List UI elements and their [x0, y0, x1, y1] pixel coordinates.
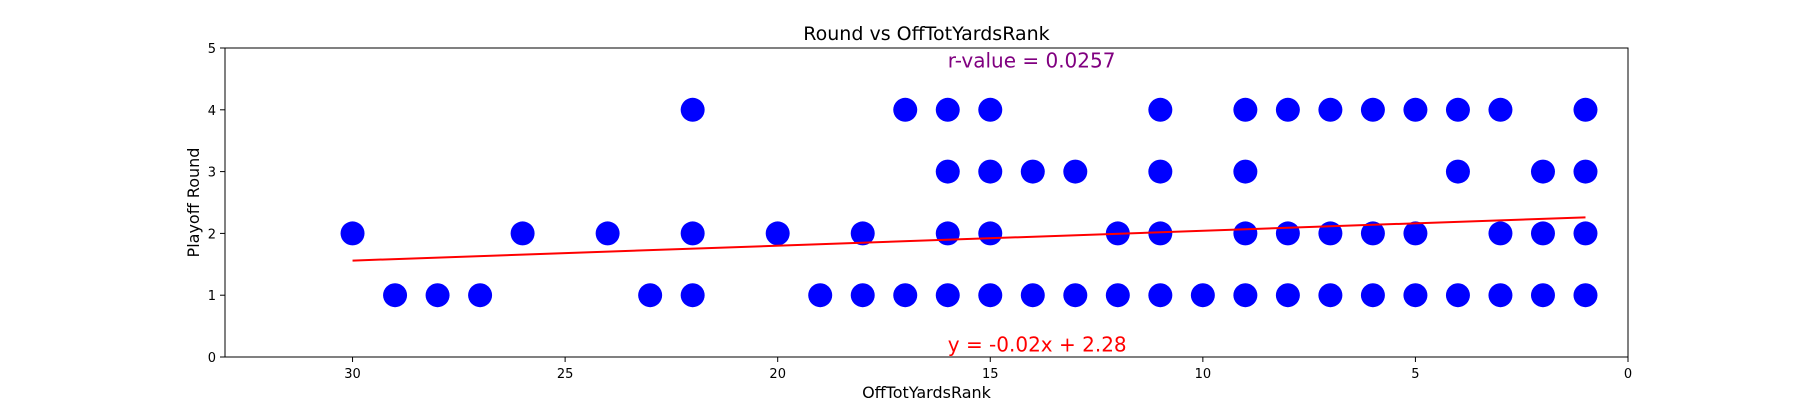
data-point: [935, 283, 960, 308]
data-point: [1573, 97, 1598, 122]
x-tick-label: 5: [1411, 367, 1419, 382]
data-point: [1148, 283, 1173, 308]
regression-equation-annotation: y = -0.02x + 2.28: [948, 333, 1127, 357]
data-point: [935, 97, 960, 122]
data-point: [1233, 159, 1258, 184]
data-point: [1445, 159, 1470, 184]
data-point: [1488, 221, 1513, 246]
data-point: [850, 283, 875, 308]
data-point: [1148, 159, 1173, 184]
y-tick-label: 3: [208, 166, 216, 181]
data-point: [1488, 97, 1513, 122]
data-point: [978, 97, 1003, 122]
data-point: [1020, 283, 1045, 308]
data-point: [978, 159, 1003, 184]
data-point: [1530, 159, 1555, 184]
y-axis-label: Playoff Round: [184, 148, 203, 258]
x-tick-label: 10: [1195, 367, 1212, 382]
data-point: [1148, 221, 1173, 246]
data-point: [425, 283, 450, 308]
data-point: [1063, 159, 1088, 184]
data-point: [850, 221, 875, 246]
r-value-annotation: r-value = 0.0257: [948, 48, 1116, 72]
data-point: [978, 221, 1003, 246]
plot-frame: [224, 47, 1629, 358]
data-point: [1403, 283, 1428, 308]
scatter-points: [340, 97, 1598, 308]
y-axis-ticks: 0 1 2 3 4 5: [208, 42, 225, 366]
data-point: [1275, 97, 1300, 122]
x-tick-label: 15: [982, 367, 999, 382]
y-tick-label: 0: [208, 351, 216, 366]
data-point: [468, 283, 493, 308]
data-point: [1360, 221, 1385, 246]
data-point: [638, 283, 663, 308]
data-point: [893, 283, 918, 308]
data-point: [1360, 283, 1385, 308]
x-tick-label: 25: [557, 367, 574, 382]
data-point: [935, 159, 960, 184]
data-point: [935, 221, 960, 246]
data-point: [1360, 97, 1385, 122]
data-point: [1233, 221, 1258, 246]
data-point: [1318, 283, 1343, 308]
data-point: [680, 283, 705, 308]
data-point: [1318, 97, 1343, 122]
data-point: [1275, 221, 1300, 246]
data-point: [1233, 97, 1258, 122]
data-point: [1445, 97, 1470, 122]
data-point: [1105, 283, 1130, 308]
data-point: [680, 97, 705, 122]
y-tick-label: 2: [208, 227, 216, 242]
data-point: [383, 283, 408, 308]
data-point: [1275, 283, 1300, 308]
data-point: [1020, 159, 1045, 184]
x-axis-ticks: 30 25 20 15 10 5 0: [344, 357, 1632, 382]
data-point: [1445, 283, 1470, 308]
data-point: [1063, 283, 1088, 308]
x-axis-label: OffTotYardsRank: [862, 383, 992, 400]
regression-line: [352, 216, 1586, 262]
y-tick-label: 5: [208, 42, 216, 57]
data-point: [1488, 283, 1513, 308]
data-point: [808, 283, 833, 308]
x-tick-label: 0: [1624, 367, 1632, 382]
y-tick-label: 1: [208, 289, 216, 304]
data-point: [893, 97, 918, 122]
data-point: [1573, 283, 1598, 308]
data-point: [680, 221, 705, 246]
data-point: [978, 283, 1003, 308]
data-point: [1233, 283, 1258, 308]
chart-title: Round vs OffTotYardsRank: [803, 23, 1049, 45]
data-point: [510, 221, 535, 246]
data-point: [1530, 283, 1555, 308]
data-point: [340, 221, 365, 246]
data-point: [1573, 221, 1598, 246]
data-point: [1530, 221, 1555, 246]
data-point: [1573, 159, 1598, 184]
data-point: [595, 221, 620, 246]
x-tick-label: 20: [769, 367, 786, 382]
y-tick-label: 4: [208, 104, 216, 119]
data-point: [765, 221, 790, 246]
data-point: [1148, 97, 1173, 122]
x-tick-label: 30: [344, 367, 361, 382]
data-point: [1403, 97, 1428, 122]
data-point: [1403, 221, 1428, 246]
data-point: [1190, 283, 1215, 308]
